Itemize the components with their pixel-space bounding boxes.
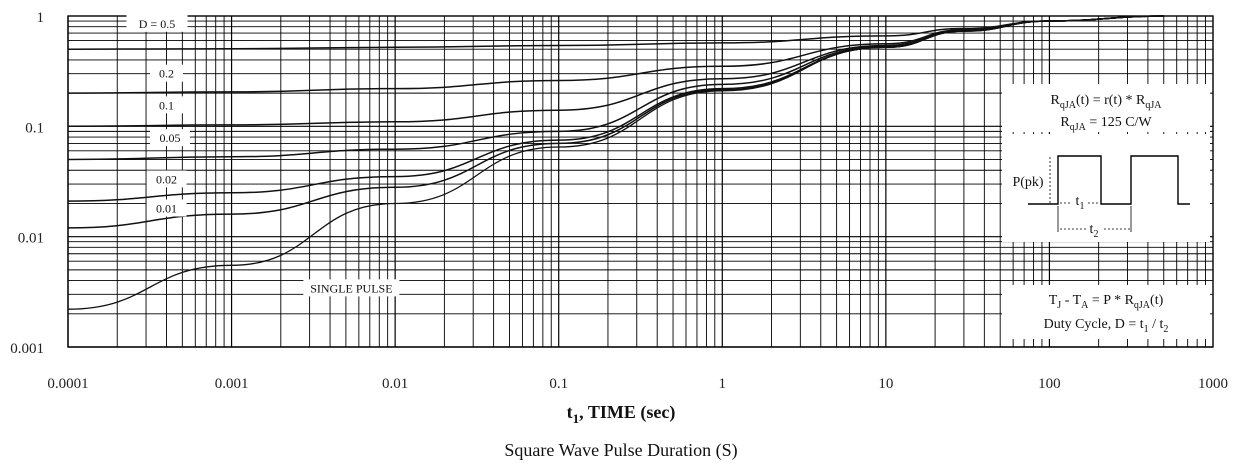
inset-top-box [1002, 84, 1210, 132]
x-axis-title-sub: 1 [573, 411, 580, 426]
series-label: 0.2 [149, 64, 183, 82]
series-label-text: 0.1 [159, 98, 174, 112]
formula-2: RqJA = 125 C/W [1060, 115, 1152, 133]
pulse-waveform [1028, 155, 1190, 205]
y-tick-label: 0.1 [25, 120, 44, 136]
formula-3-part: = P * R [1088, 293, 1134, 308]
chart-caption: Square Wave Pulse Duration (S) [504, 440, 737, 461]
formula-1-part: (t) = r(t) * R [1076, 93, 1146, 108]
series-label-text: 0.2 [159, 67, 174, 81]
formula-3: TJ - TA = P * RqJA(t) [1049, 293, 1164, 311]
formula-4: Duty Cycle, D = t1 / t2 [1044, 317, 1169, 335]
series-label-text: 0.02 [156, 172, 177, 186]
series-line [67, 15, 1164, 161]
x-tick-label: 100 [1038, 376, 1061, 392]
x-tick-label: 1000 [1198, 376, 1228, 392]
formula-3-part: T [1049, 293, 1058, 308]
y-tick-label: 0.01 [18, 231, 44, 247]
t2-label-part: t [1090, 222, 1094, 237]
series-label-bg [149, 96, 183, 114]
tick-labels: 0.0001 0.001 0.01 0.1 1 10 100 1000 1 0.1 0.01 0.00… [10, 10, 1228, 392]
t1-label: t1 [1076, 194, 1085, 212]
formula-2-part: qJA [1070, 122, 1087, 133]
t1-label-part: 1 [1079, 201, 1084, 212]
series-label-text: D = 0.5 [139, 17, 175, 31]
t1-label-part: t [1076, 194, 1080, 209]
t2-label: t2 [1090, 222, 1099, 240]
x-tick-label: 1 [719, 376, 727, 392]
x-tick-label: 0.01 [382, 376, 408, 392]
series-layer [67, 15, 1164, 310]
formula-1-part: R [1051, 93, 1061, 108]
series-label-bg [303, 279, 400, 297]
formula-3-part: - T [1061, 293, 1081, 308]
formula-3-part: J [1057, 300, 1061, 311]
x-tick-label: 0.001 [215, 376, 249, 392]
x-axis-title: t1, TIME (sec) [567, 402, 676, 426]
formula-3-part: A [1081, 300, 1089, 311]
formula-3-part: qJA [1134, 300, 1151, 311]
formula-1: RqJA(t) = r(t) * RqJA [1051, 93, 1163, 111]
series-label: 0.05 [149, 129, 190, 147]
series-line [67, 15, 1164, 128]
series-label-text: 0.05 [159, 131, 180, 145]
formula-4-part: 2 [1163, 324, 1168, 335]
x-tick-label: 0.1 [549, 376, 568, 392]
series-line [67, 15, 1164, 310]
formula-1-part: qJA [1060, 100, 1077, 111]
y-tick-label: 0.001 [10, 341, 44, 357]
series-label-bg [146, 170, 187, 188]
plot-frame [67, 15, 1214, 348]
formula-3-part: (t) [1150, 293, 1164, 308]
y-tick-label: 1 [37, 10, 45, 26]
series-label: 0.01 [146, 199, 187, 217]
series-label: D = 0.5 [126, 14, 188, 32]
series-label: 0.02 [146, 170, 187, 188]
series-label: 0.1 [149, 96, 183, 114]
series-label: SINGLE PULSE [303, 279, 400, 297]
series-label-layer: D = 0.5 0.2 0.1 0.05 0.02 0.01 SINGLE PULSE [126, 14, 400, 297]
formula-4-part: Duty Cycle, D = t [1044, 317, 1144, 332]
series-label-bg [126, 14, 188, 32]
formula-1-part: qJA [1145, 100, 1162, 111]
t2-label-bg [1086, 221, 1102, 237]
series-label-text: SINGLE PULSE [310, 281, 392, 295]
series-label-text: 0.01 [156, 202, 177, 216]
series-label-bg [149, 64, 183, 82]
x-tick-label: 10 [878, 376, 893, 392]
x-tick-label: 0.0001 [47, 376, 88, 392]
t2-label-part: 2 [1093, 229, 1098, 240]
formula-2-part: R [1060, 115, 1070, 130]
ppk-label: P(pk) [1012, 175, 1043, 190]
series-label-bg [146, 199, 187, 217]
formula-4-part: / t [1149, 317, 1164, 332]
inset-bottom-box [1002, 285, 1210, 339]
x-axis-title-rest: , TIME (sec) [579, 402, 675, 423]
series-line [67, 15, 1164, 229]
formula-2-part: = 125 C/W [1086, 115, 1153, 130]
series-label-bg [149, 129, 190, 147]
x-axis-title-main: t [567, 402, 573, 422]
t1-label-bg [1072, 193, 1088, 209]
formula-4-part: 1 [1144, 324, 1149, 335]
series-line [67, 15, 1164, 202]
inset-waveform-box [1002, 134, 1210, 242]
